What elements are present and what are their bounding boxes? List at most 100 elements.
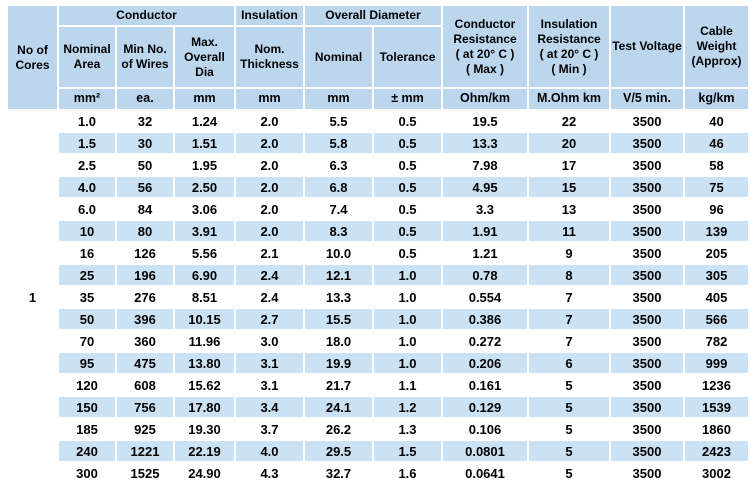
cell-nom-thickness: 3.7 xyxy=(236,419,303,439)
cell-od-tolerance: 0.5 xyxy=(374,177,441,197)
cell-max-overall-dia: 5.56 xyxy=(175,243,234,263)
cell-nominal-area: 50 xyxy=(59,309,115,329)
cell-nom-thickness: 3.4 xyxy=(236,397,303,417)
cell-test-voltage: 3500 xyxy=(611,155,683,175)
table-row: 35 276 8.51 2.4 13.3 1.0 0.554 7 3500 405 xyxy=(8,287,748,307)
header-no-of-cores: No of Cores xyxy=(8,6,57,109)
table-row: 150 756 17.80 3.4 24.1 1.2 0.129 5 3500 1539 xyxy=(8,397,748,417)
cell-insulation-resistance: 5 xyxy=(529,441,609,461)
cell-od-tolerance: 1.1 xyxy=(374,375,441,395)
cell-max-overall-dia: 1.24 xyxy=(175,111,234,131)
cell-cable-weight: 58 xyxy=(685,155,748,175)
cell-test-voltage: 3500 xyxy=(611,397,683,417)
unit-od-tolerance: ± mm xyxy=(374,89,441,109)
cell-min-wires: 1525 xyxy=(117,463,173,483)
unit-test-voltage: V/5 min. xyxy=(611,89,683,109)
header-group-row: No of Cores Conductor Insulation Overall… xyxy=(8,6,748,109)
cell-min-wires: 32 xyxy=(117,111,173,131)
cell-conductor-resistance: 4.95 xyxy=(443,177,527,197)
cell-max-overall-dia: 19.30 xyxy=(175,419,234,439)
cell-nominal-area: 1.0 xyxy=(59,111,115,131)
table-header: No of Cores Conductor Insulation Overall… xyxy=(8,6,748,109)
cell-nom-thickness: 2.0 xyxy=(236,221,303,241)
cell-conductor-resistance: 13.3 xyxy=(443,133,527,153)
cell-insulation-resistance: 7 xyxy=(529,309,609,329)
cell-nominal-area: 240 xyxy=(59,441,115,461)
cell-insulation-resistance: 5 xyxy=(529,397,609,417)
header-od-tolerance: Tolerance xyxy=(374,27,441,87)
cell-cable-weight: 139 xyxy=(685,221,748,241)
cell-conductor-resistance: 7.98 xyxy=(443,155,527,175)
cell-od-tolerance: 0.5 xyxy=(374,133,441,153)
table-row: 240 1221 22.19 4.0 29.5 1.5 0.0801 5 3500 2423 xyxy=(8,441,748,461)
cell-nominal-area: 35 xyxy=(59,287,115,307)
cell-nom-thickness: 2.0 xyxy=(236,133,303,153)
cell-od-nominal: 6.3 xyxy=(305,155,372,175)
cell-conductor-resistance: 0.78 xyxy=(443,265,527,285)
table-row: 300 1525 24.90 4.3 32.7 1.6 0.0641 5 3500 3002 xyxy=(8,463,748,483)
unit-insulation-resistance: M.Ohm km xyxy=(529,89,609,109)
cell-test-voltage: 3500 xyxy=(611,243,683,263)
cell-min-wires: 756 xyxy=(117,397,173,417)
unit-cable-weight: kg/km xyxy=(685,89,748,109)
cell-max-overall-dia: 17.80 xyxy=(175,397,234,417)
cell-nominal-area: 4.0 xyxy=(59,177,115,197)
cell-cable-weight: 782 xyxy=(685,331,748,351)
cell-no-of-cores: 1 xyxy=(8,111,57,483)
cell-min-wires: 80 xyxy=(117,221,173,241)
cell-nom-thickness: 3.1 xyxy=(236,375,303,395)
cell-nom-thickness: 3.0 xyxy=(236,331,303,351)
cell-min-wires: 84 xyxy=(117,199,173,219)
cell-nominal-area: 16 xyxy=(59,243,115,263)
cell-od-nominal: 32.7 xyxy=(305,463,372,483)
cell-insulation-resistance: 17 xyxy=(529,155,609,175)
cell-conductor-resistance: 0.129 xyxy=(443,397,527,417)
cable-specification-table: No of Cores Conductor Insulation Overall… xyxy=(6,4,750,485)
header-min-no-of-wires: Min No. of Wires xyxy=(117,27,173,87)
cell-test-voltage: 3500 xyxy=(611,221,683,241)
cell-insulation-resistance: 7 xyxy=(529,287,609,307)
cell-od-nominal: 29.5 xyxy=(305,441,372,461)
cell-conductor-resistance: 0.554 xyxy=(443,287,527,307)
cell-cable-weight: 1539 xyxy=(685,397,748,417)
cell-min-wires: 1221 xyxy=(117,441,173,461)
cell-cable-weight: 305 xyxy=(685,265,748,285)
cell-test-voltage: 3500 xyxy=(611,309,683,329)
cell-test-voltage: 3500 xyxy=(611,265,683,285)
cell-max-overall-dia: 1.95 xyxy=(175,155,234,175)
table-body: 1 1.0 32 1.24 2.0 5.5 0.5 19.5 22 3500 40 1.5 30 1.51… xyxy=(8,111,748,483)
cell-nom-thickness: 4.3 xyxy=(236,463,303,483)
cell-test-voltage: 3500 xyxy=(611,441,683,461)
cell-cable-weight: 46 xyxy=(685,133,748,153)
cell-test-voltage: 3500 xyxy=(611,353,683,373)
cell-max-overall-dia: 15.62 xyxy=(175,375,234,395)
table-row: 10 80 3.91 2.0 8.3 0.5 1.91 11 3500 139 xyxy=(8,221,748,241)
cell-insulation-resistance: 22 xyxy=(529,111,609,131)
header-nom-thickness: Nom. Thickness xyxy=(236,27,303,87)
cell-od-nominal: 15.5 xyxy=(305,309,372,329)
cell-od-tolerance: 1.0 xyxy=(374,309,441,329)
cell-nominal-area: 120 xyxy=(59,375,115,395)
cell-min-wires: 56 xyxy=(117,177,173,197)
cell-min-wires: 196 xyxy=(117,265,173,285)
table-row: 1.5 30 1.51 2.0 5.8 0.5 13.3 20 3500 46 xyxy=(8,133,748,153)
cell-test-voltage: 3500 xyxy=(611,199,683,219)
cell-nom-thickness: 3.1 xyxy=(236,353,303,373)
cell-max-overall-dia: 3.06 xyxy=(175,199,234,219)
cell-conductor-resistance: 1.91 xyxy=(443,221,527,241)
cell-conductor-resistance: 0.106 xyxy=(443,419,527,439)
cell-cable-weight: 566 xyxy=(685,309,748,329)
table-row: 2.5 50 1.95 2.0 6.3 0.5 7.98 17 3500 58 xyxy=(8,155,748,175)
cell-nom-thickness: 2.0 xyxy=(236,111,303,131)
cell-nominal-area: 2.5 xyxy=(59,155,115,175)
cell-test-voltage: 3500 xyxy=(611,419,683,439)
cell-nom-thickness: 2.1 xyxy=(236,243,303,263)
header-conductor-resistance: Conductor Resistance ( at 20° C ) ( Max … xyxy=(443,6,527,87)
cell-min-wires: 30 xyxy=(117,133,173,153)
cell-insulation-resistance: 5 xyxy=(529,375,609,395)
header-conductor-group: Conductor xyxy=(59,6,234,25)
table-row: 25 196 6.90 2.4 12.1 1.0 0.78 8 3500 305 xyxy=(8,265,748,285)
cell-max-overall-dia: 11.96 xyxy=(175,331,234,351)
cell-min-wires: 360 xyxy=(117,331,173,351)
cell-od-nominal: 5.8 xyxy=(305,133,372,153)
